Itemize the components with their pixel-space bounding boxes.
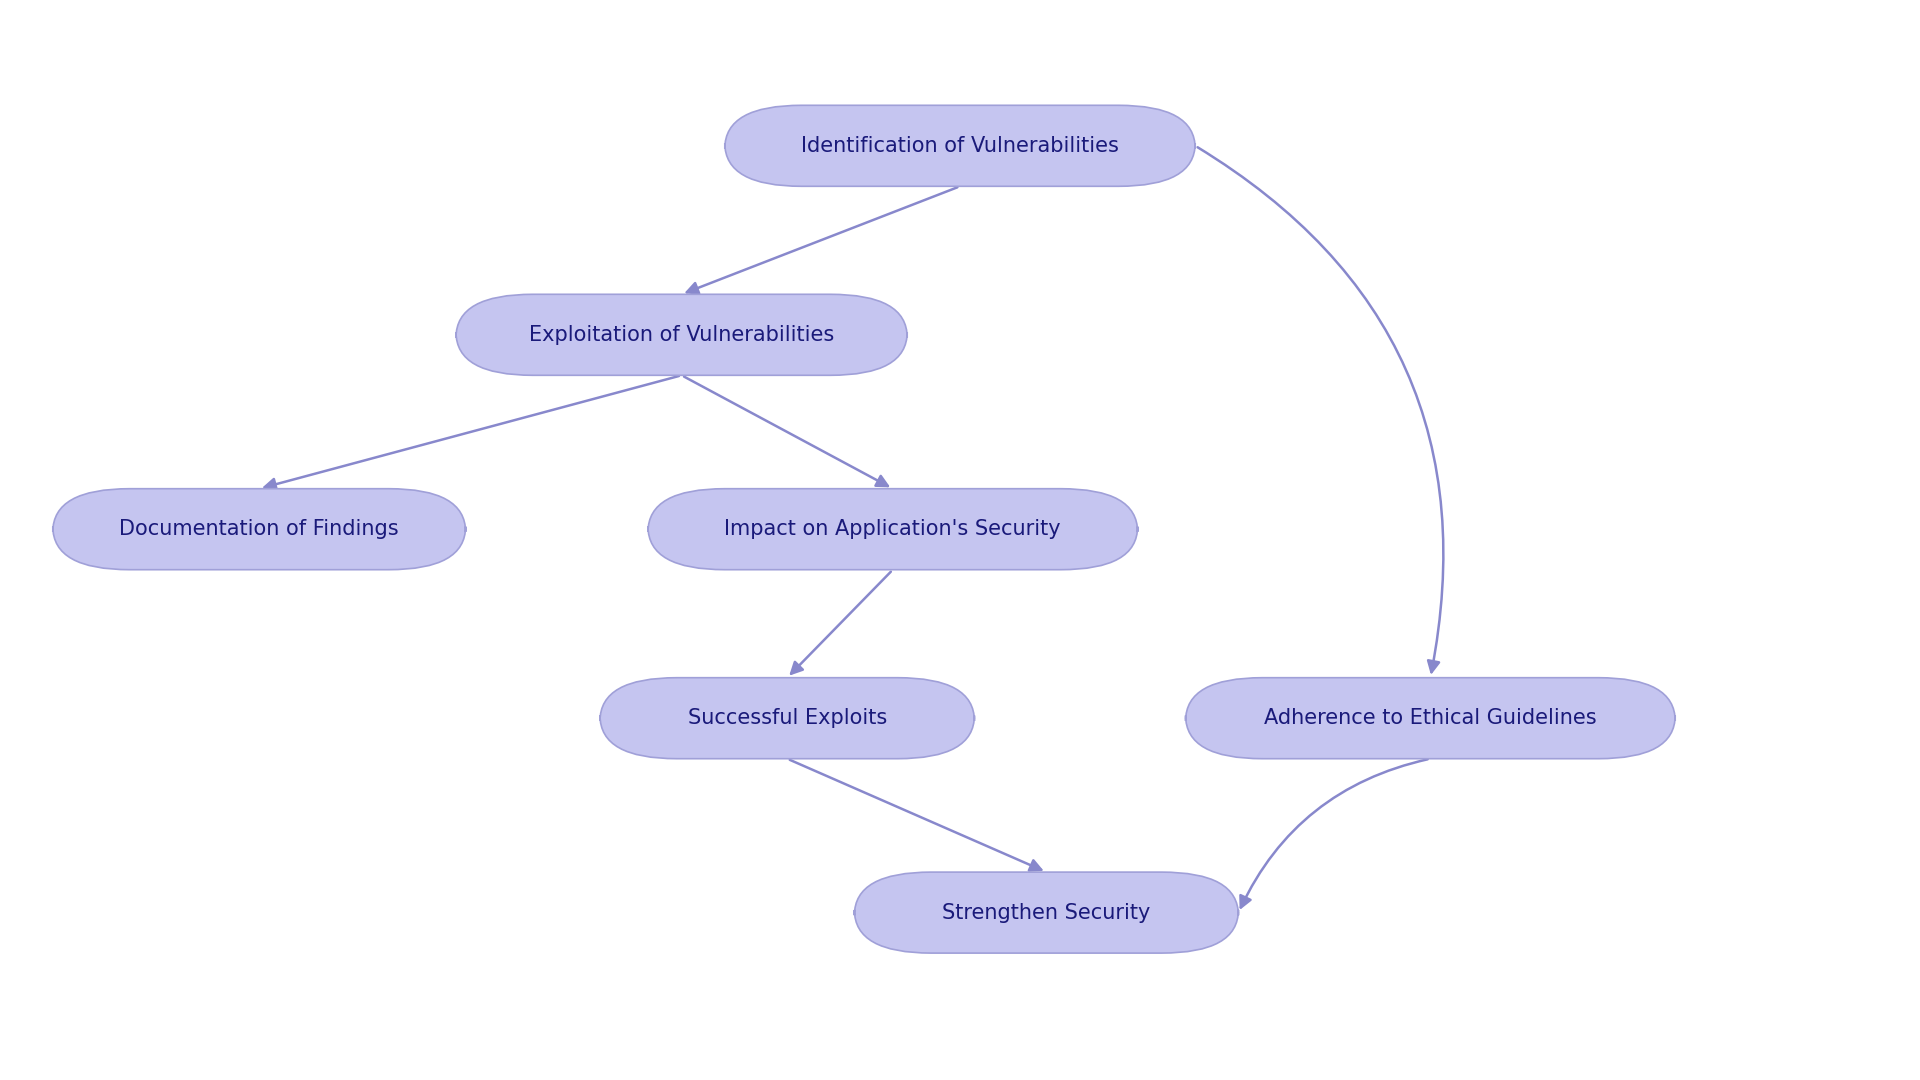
FancyBboxPatch shape (724, 106, 1194, 186)
Text: Adherence to Ethical Guidelines: Adherence to Ethical Guidelines (1263, 708, 1597, 728)
FancyBboxPatch shape (1185, 678, 1674, 758)
Text: Successful Exploits: Successful Exploits (687, 708, 887, 728)
FancyBboxPatch shape (649, 488, 1137, 569)
FancyBboxPatch shape (854, 873, 1238, 954)
FancyBboxPatch shape (455, 295, 906, 376)
Text: Identification of Vulnerabilities: Identification of Vulnerabilities (801, 136, 1119, 156)
FancyBboxPatch shape (599, 678, 975, 758)
Text: Impact on Application's Security: Impact on Application's Security (724, 519, 1062, 539)
Text: Strengthen Security: Strengthen Security (943, 903, 1150, 922)
FancyBboxPatch shape (54, 488, 467, 569)
Text: Documentation of Findings: Documentation of Findings (119, 519, 399, 539)
Text: Exploitation of Vulnerabilities: Exploitation of Vulnerabilities (530, 325, 833, 345)
